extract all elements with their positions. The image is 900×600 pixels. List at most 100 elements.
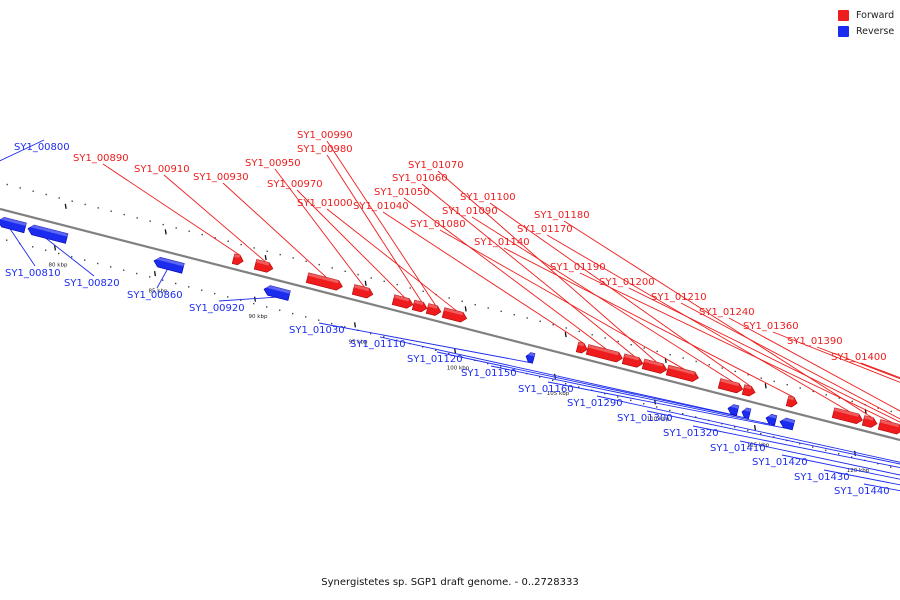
gene-arrow-shine (766, 413, 777, 419)
gene-label-sy1-01360[interactable]: SY1_01360 (743, 321, 799, 332)
gene-arrow-sy1-01100[interactable] (741, 384, 756, 397)
reverse-track-dot (682, 413, 684, 415)
gene-label-sy1-01150[interactable]: SY1_01150 (461, 368, 517, 379)
tick-mark-reverse (453, 347, 457, 354)
gene-arrow-shine (444, 307, 464, 316)
gene-label-sy1-01300[interactable]: SY1_01300 (617, 413, 673, 424)
gene-arrow-sy1-00920[interactable] (263, 285, 291, 301)
gene-label-sy1-01170[interactable]: SY1_01170 (517, 224, 573, 235)
gene-label-sy1-01240[interactable]: SY1_01240 (699, 307, 755, 318)
gene-label-sy1-01090[interactable]: SY1_01090 (442, 206, 498, 217)
gene-label-sy1-00950[interactable]: SY1_00950 (245, 158, 301, 169)
gene-arrow-sy1-00950[interactable] (351, 284, 374, 299)
gene-arrow-sy1-00930[interactable] (305, 272, 343, 291)
gene-label-sy1-01060[interactable]: SY1_01060 (392, 173, 448, 184)
reverse-track-dot (435, 349, 437, 351)
forward-track-dot (266, 250, 268, 252)
gene-arrow-sy1-01040[interactable] (575, 341, 588, 354)
forward-track-dot (461, 300, 463, 302)
gene-label-sy1-01080[interactable]: SY1_01080 (410, 219, 466, 230)
gene-arrows (0, 216, 900, 435)
gene-arrow-sy1-01120[interactable] (741, 407, 752, 420)
leader-line (489, 202, 751, 387)
gene-label-sy1-00860[interactable]: SY1_00860 (127, 290, 183, 301)
gene-arrow-sy1-00820[interactable] (27, 224, 69, 244)
gene-arrow-sy1-00910[interactable] (253, 259, 274, 273)
gene-label-sy1-01200[interactable]: SY1_01200 (599, 277, 655, 288)
gene-label-sy1-00970[interactable]: SY1_00970 (267, 179, 323, 190)
tick-mark-forward (764, 383, 767, 389)
gene-arrow-sy1-00970[interactable] (391, 294, 414, 309)
gene-label-sy1-00820[interactable]: SY1_00820 (64, 278, 120, 289)
gene-label-sy1-01390[interactable]: SY1_01390 (787, 336, 843, 347)
forward-track-dot (162, 223, 164, 226)
forward-track-dot (643, 347, 645, 349)
gene-arrow-shine (880, 419, 900, 428)
forward-track-dot (799, 387, 801, 389)
gene-label-sy1-00920[interactable]: SY1_00920 (189, 303, 245, 314)
gene-arrow-sy1-01080[interactable] (665, 364, 699, 382)
gene-arrow-sy1-01090[interactable] (717, 378, 744, 394)
tick-mark-reverse (753, 424, 757, 431)
gene-label-sy1-01430[interactable]: SY1_01430 (794, 472, 850, 483)
gene-label-sy1-01050[interactable]: SY1_01050 (374, 187, 430, 198)
forward-track-dot (721, 367, 723, 369)
gene-label-sy1-01440[interactable]: SY1_01440 (834, 486, 890, 497)
forward-track-dot (279, 253, 281, 256)
gene-label-sy1-01070[interactable]: SY1_01070 (408, 160, 464, 171)
gene-label-sy1-01180[interactable]: SY1_01180 (534, 210, 590, 221)
gene-label-sy1-00910[interactable]: SY1_00910 (134, 164, 190, 175)
reverse-track-dot (825, 449, 827, 452)
gene-label-sy1-00810[interactable]: SY1_00810 (5, 268, 61, 279)
tick-mark-reverse (153, 270, 157, 277)
gene-arrow-sy1-00890[interactable] (231, 253, 244, 266)
gene-arrow-sy1-00810[interactable] (0, 216, 27, 234)
leader-line (628, 287, 900, 423)
gene-label-sy1-01140[interactable]: SY1_01140 (474, 237, 530, 248)
gene-arrow-sy1-01050[interactable] (585, 344, 623, 363)
leader-line (379, 336, 732, 415)
gene-label-sy1-01320[interactable]: SY1_01320 (663, 428, 719, 439)
forward-track-dot (97, 207, 99, 209)
gene-label-sy1-01290[interactable]: SY1_01290 (567, 398, 623, 409)
reverse-track-dot (214, 292, 216, 295)
gene-label-sy1-00980[interactable]: SY1_00980 (297, 144, 353, 155)
gene-arrow-sy1-01070[interactable] (641, 358, 668, 374)
reverse-track-dot (305, 316, 307, 318)
gene-label-sy1-01000[interactable]: SY1_01000 (297, 198, 353, 209)
gene-arrow-sy1-00990[interactable] (425, 303, 442, 316)
gene-arrow-sy1-00980[interactable] (411, 299, 428, 313)
forward-track-dot (838, 397, 840, 399)
leader-line (296, 189, 405, 298)
forward-track-dot (383, 280, 385, 282)
gene-label-sy1-00800[interactable]: SY1_00800 (14, 142, 70, 153)
gene-arrow-sy1-01180[interactable] (861, 415, 878, 428)
gene-label-sy1-01160[interactable]: SY1_01160 (518, 384, 574, 395)
gene-label-sy1-00930[interactable]: SY1_00930 (193, 172, 249, 183)
gene-arrow-sy1-01110[interactable] (727, 404, 740, 416)
gene-label-sy1-01030[interactable]: SY1_01030 (289, 325, 345, 336)
gene-label-sy1-01120[interactable]: SY1_01120 (407, 354, 463, 365)
gene-label-sy1-01100[interactable]: SY1_01100 (460, 192, 516, 203)
gene-label-sy1-01040[interactable]: SY1_01040 (353, 201, 409, 212)
gene-label-sy1-01400[interactable]: SY1_01400 (831, 352, 887, 363)
gene-label-sy1-01410[interactable]: SY1_01410 (710, 443, 766, 454)
gene-arrow-sy1-01160[interactable] (779, 417, 796, 431)
gene-arrow-shine (526, 351, 535, 357)
forward-track-dot (253, 247, 255, 249)
gene-label-sy1-01210[interactable]: SY1_01210 (651, 292, 707, 303)
forward-track-dot (474, 304, 476, 306)
gene-arrow-sy1-01140[interactable] (785, 395, 798, 408)
gene-arrow-sy1-01060[interactable] (621, 353, 644, 368)
gene-label-sy1-01190[interactable]: SY1_01190 (550, 262, 606, 273)
gene-label-sy1-00990[interactable]: SY1_00990 (297, 130, 353, 141)
gene-label-sy1-01110[interactable]: SY1_01110 (350, 339, 406, 350)
gene-arrow-sy1-01150[interactable] (765, 413, 778, 426)
gene-arrow-sy1-01030[interactable] (525, 352, 536, 364)
gene-label-sy1-00890[interactable]: SY1_00890 (73, 153, 129, 164)
gene-label-sy1-01420[interactable]: SY1_01420 (752, 457, 808, 468)
gene-arrow-sy1-01000[interactable] (441, 307, 468, 323)
gene-arrow-sy1-01170[interactable] (831, 407, 863, 425)
forward-track-dot (240, 243, 242, 246)
gene-arrow-sy1-00860[interactable] (153, 256, 185, 274)
